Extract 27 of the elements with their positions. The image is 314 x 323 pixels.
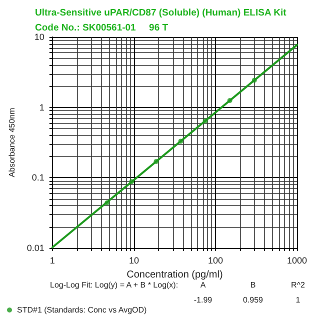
text: R^2 bbox=[291, 280, 306, 290]
point bbox=[129, 179, 134, 184]
y-axis-title: Absorbance 450nm bbox=[8, 107, 16, 178]
text: B bbox=[250, 280, 256, 290]
text: A bbox=[200, 280, 206, 290]
point bbox=[252, 78, 257, 83]
point bbox=[104, 200, 110, 206]
text: Log-Log Fit: Log(y) = A + B * Log(x): bbox=[50, 280, 178, 290]
chart-title: Ultra-Sensitive uPAR/CD87 (Soluble) (Human) ELISA Kit bbox=[35, 8, 288, 18]
x-tick-label: 1 bbox=[50, 256, 55, 266]
y-tick-label: 0.01 bbox=[26, 243, 44, 253]
y-tick-label: 0.1 bbox=[32, 172, 44, 183]
text: 0.959 bbox=[242, 296, 264, 304]
text: 1 bbox=[296, 296, 301, 304]
point bbox=[202, 118, 208, 124]
legend-label: STD#1 (Standards: Conc vs AvgOD) bbox=[17, 306, 148, 314]
y-tick-label: 1 bbox=[39, 102, 44, 112]
y-tick-label: 10 bbox=[34, 32, 44, 42]
x-tick-label: 10 bbox=[128, 256, 139, 266]
point bbox=[227, 98, 232, 104]
point bbox=[178, 138, 184, 144]
text: -1.99 bbox=[194, 296, 213, 304]
x-tick-label: 1000 bbox=[286, 256, 308, 266]
x-tick-label: 100 bbox=[208, 256, 223, 266]
chart-subtitle: Code No.: SK00561-01 96 T bbox=[35, 22, 168, 34]
point bbox=[154, 158, 159, 164]
x-axis-title: Concentration (pg/ml) bbox=[126, 269, 223, 280]
